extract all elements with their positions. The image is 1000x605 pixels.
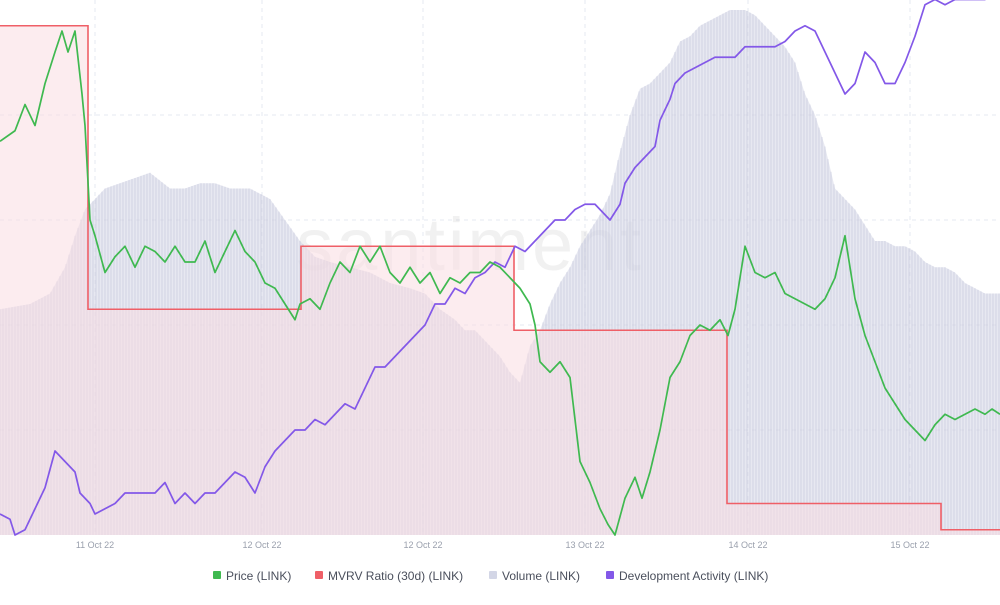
legend-item-3[interactable]: Development Activity (LINK)	[606, 569, 768, 583]
legend-swatch-2	[489, 571, 497, 579]
x-tick-label-3: 13 Oct 22	[565, 540, 604, 550]
x-tick-label-0: 11 Oct 22	[76, 540, 114, 550]
legend-swatch-1	[315, 571, 323, 579]
price-line	[0, 30, 1000, 536]
dev-activity-line	[0, 0, 987, 536]
x-axis: 11 Oct 22 12 Oct 22 12 Oct 22 13 Oct 22 14 O…	[76, 540, 930, 550]
x-tick-label-4: 14 Oct 22	[728, 540, 767, 550]
mvrv-area	[0, 25, 1000, 535]
x-tick-label-5: 15 Oct 22	[890, 540, 929, 550]
legend-item-0[interactable]: Price (LINK)	[213, 569, 291, 583]
legend-swatch-0	[213, 571, 221, 579]
legend-label-2: Volume (LINK)	[502, 569, 580, 583]
x-tick-label-1: 12 Oct 22	[242, 540, 281, 550]
x-tick-label-2: 12 Oct 22	[403, 540, 442, 550]
legend-swatch-3	[606, 571, 614, 579]
legend-label-1: MVRV Ratio (30d) (LINK)	[328, 569, 463, 583]
legend[interactable]: Price (LINK) MVRV Ratio (30d) (LINK) Volum…	[213, 569, 768, 583]
mvrv-line	[0, 24, 1000, 531]
legend-item-2[interactable]: Volume (LINK)	[489, 569, 580, 583]
mvrv-series	[0, 24, 1000, 535]
legend-label-0: Price (LINK)	[226, 569, 291, 583]
legend-label-3: Development Activity (LINK)	[619, 569, 768, 583]
price-series	[0, 30, 1000, 536]
dev-activity-series	[0, 0, 987, 536]
legend-item-1[interactable]: MVRV Ratio (30d) (LINK)	[315, 569, 463, 583]
